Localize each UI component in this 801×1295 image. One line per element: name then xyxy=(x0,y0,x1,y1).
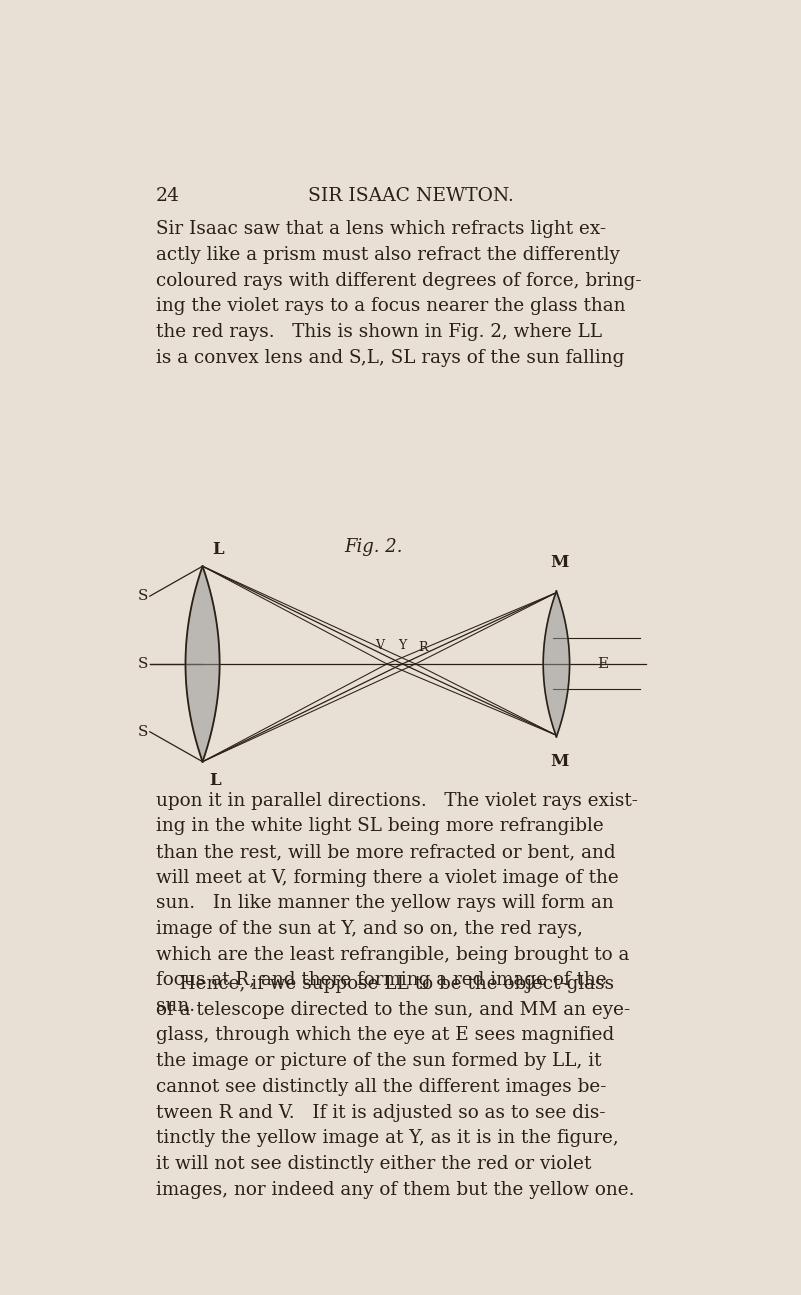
Text: Y: Y xyxy=(398,638,407,651)
Text: V: V xyxy=(375,638,384,651)
Text: SIR ISAAC NEWTON.: SIR ISAAC NEWTON. xyxy=(308,188,513,206)
Text: 24: 24 xyxy=(156,188,180,206)
Text: S: S xyxy=(138,589,148,603)
Text: Fig. 2.: Fig. 2. xyxy=(344,539,403,557)
Text: R: R xyxy=(418,641,428,654)
Text: Sir Isaac saw that a lens which refracts light ex-
actly like a prism must also : Sir Isaac saw that a lens which refracts… xyxy=(156,220,642,366)
Text: upon it in parallel directions.   The violet rays exist-
ing in the white light : upon it in parallel directions. The viol… xyxy=(156,791,638,1015)
Text: L: L xyxy=(209,772,220,789)
Polygon shape xyxy=(543,591,570,737)
Text: Hence, if we suppose LL to be the object-glass
of a telescope directed to the su: Hence, if we suppose LL to be the object… xyxy=(156,975,634,1199)
Text: E: E xyxy=(597,657,608,671)
Text: S: S xyxy=(138,657,148,671)
Text: M: M xyxy=(550,554,569,571)
Polygon shape xyxy=(186,566,219,761)
Text: S: S xyxy=(138,725,148,738)
Text: M: M xyxy=(550,754,569,771)
Text: L: L xyxy=(211,541,223,558)
